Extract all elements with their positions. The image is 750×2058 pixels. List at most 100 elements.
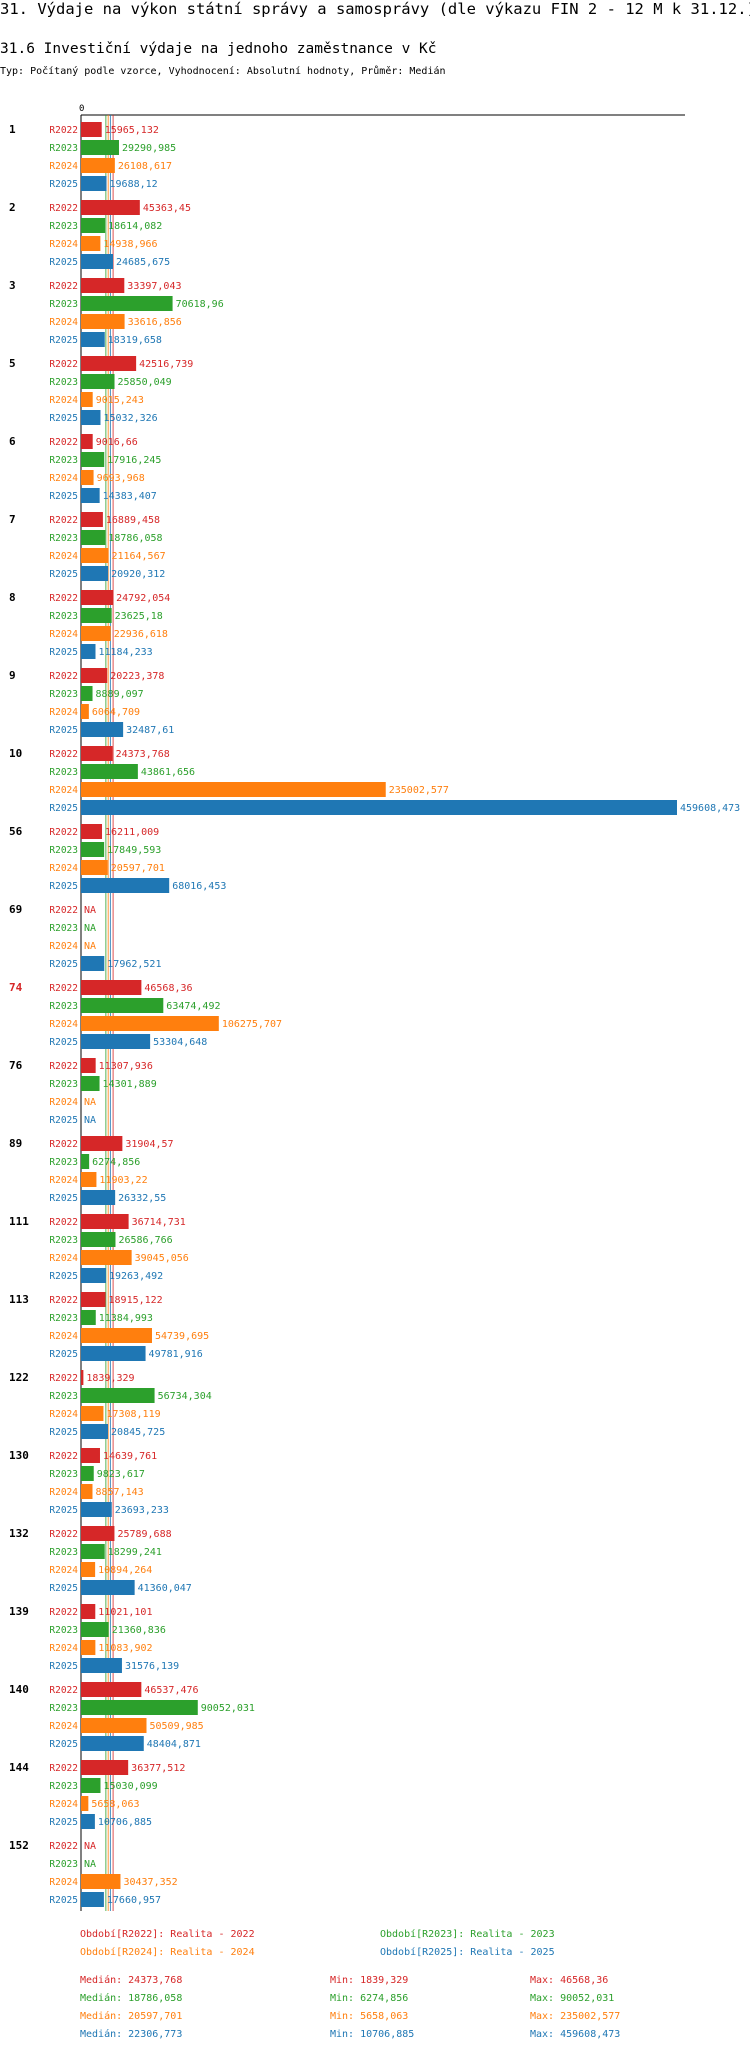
bar [81,824,103,839]
series-row-label: R2023 [49,1313,78,1324]
bar [81,254,114,269]
bar [81,746,113,761]
data-label: 8889,097 [96,689,144,700]
data-label: 45363,45 [143,203,191,214]
series-row-label: R2025 [49,959,78,970]
data-label: 15030,099 [103,1781,157,1792]
data-label: 21360,836 [112,1625,166,1636]
data-label: 15965,132 [105,125,159,136]
bar [81,176,107,191]
series-row-label: R2022 [49,1841,78,1852]
series-row-label: R2025 [49,1505,78,1516]
bar [81,1058,96,1073]
data-label: 11384,993 [99,1313,153,1324]
data-label: NA [84,1841,96,1852]
data-label: 16211,009 [105,827,159,838]
data-label: 17308,119 [106,1409,160,1420]
series-row-label: R2023 [49,1625,78,1636]
bar [81,374,115,389]
series-row-label: R2024 [49,1253,78,1264]
data-label: 18786,058 [108,533,162,544]
data-label: 26332,55 [118,1193,166,1204]
bar [81,1250,132,1265]
series-row-label: R2024 [49,551,78,562]
series-row-label: R2024 [49,1565,78,1576]
bar [81,1370,84,1385]
data-label: 11184,233 [99,647,153,658]
data-label: 5658,063 [91,1799,139,1810]
series-row-label: R2025 [49,881,78,892]
stat-median: Medián: 20597,701 [80,2010,182,2022]
data-label: 20223,378 [110,671,164,682]
bar [81,626,111,641]
series-row-label: R2023 [49,1469,78,1480]
data-label: 20845,725 [111,1427,165,1438]
stat-max: Max: 235002,577 [530,2011,620,2022]
bar [81,1268,106,1283]
bar [81,1814,95,1829]
chart-subtitle: Typ: Počítaný podle vzorce, Vyhodnocení:… [0,66,446,77]
category-label: 76 [9,1059,23,1072]
data-label: 25789,688 [117,1529,171,1540]
chart-title: 31.6 Investiční výdaje na jednoho zaměst… [0,41,437,57]
series-row-label: R2025 [49,725,78,736]
series-row-label: R2024 [49,395,78,406]
data-label: 21164,567 [111,551,165,562]
data-label: NA [84,941,96,952]
category-label: 7 [9,513,16,526]
category-label: 111 [9,1215,29,1228]
series-row-label: R2022 [49,1139,78,1150]
data-label: 9016,66 [96,437,138,448]
bar [81,410,101,425]
data-label: 68016,453 [172,881,226,892]
series-row-label: R2024 [49,863,78,874]
series-row-label: R2025 [49,1895,78,1906]
data-label: 17660,957 [107,1895,161,1906]
bar [81,278,125,293]
series-row-label: R2022 [49,1685,78,1696]
series-row-label: R2022 [49,203,78,214]
series-row-label: R2025 [49,1661,78,1672]
series-row-label: R2024 [49,1487,78,1498]
data-label: 10706,885 [98,1817,152,1828]
series-row-label: R2022 [49,1217,78,1228]
bar [81,878,170,893]
series-row-label: R2023 [49,845,78,856]
series-row-label: R2022 [49,1451,78,1462]
data-label: 6274,856 [92,1157,140,1168]
category-label: 9 [9,669,16,682]
zero-tick-label: 0 [79,104,84,114]
data-label: 14383,407 [103,491,157,502]
series-row-label: R2024 [49,1721,78,1732]
category-label: 5 [9,357,16,370]
data-label: 33616,856 [128,317,182,328]
data-label: 39045,056 [135,1253,189,1264]
series-row-label: R2023 [49,533,78,544]
bar [81,1562,96,1577]
bar [81,1292,106,1307]
bar [81,956,105,971]
bar [81,1406,104,1421]
data-label: 43861,656 [141,767,195,778]
data-label: 49781,916 [149,1349,203,1360]
data-label: 9015,243 [96,395,144,406]
data-label: 11903,22 [99,1175,147,1186]
series-row-label: R2023 [49,1391,78,1402]
bar [81,1526,115,1541]
data-label: 25850,049 [118,377,172,388]
bar [81,1388,155,1403]
bar [81,1760,129,1775]
series-row-label: R2022 [49,359,78,370]
category-label: 130 [9,1449,29,1462]
series-row-label: R2025 [49,647,78,658]
bar [81,782,386,797]
bar [81,1310,96,1325]
bar [81,1346,146,1361]
stat-median: Medián: 24373,768 [80,1974,182,1986]
data-label: 11307,936 [99,1061,153,1072]
bar [81,470,94,485]
category-label: 8 [9,591,16,604]
bar [81,140,119,155]
data-label: 18915,122 [109,1295,163,1306]
